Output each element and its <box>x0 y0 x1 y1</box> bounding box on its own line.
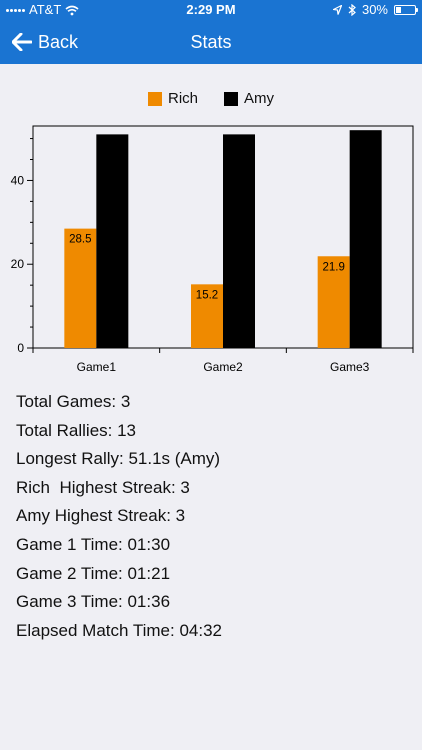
legend-swatch-amy <box>224 91 238 106</box>
bluetooth-icon <box>348 4 356 16</box>
bar-chart-svg: 0 20 40 28.5 Game1 15.2 Game2 21.9 Game3 <box>11 125 414 374</box>
data-label: 28.5 <box>69 234 91 246</box>
stat-row: Amy Highest Streak: 3 <box>16 506 186 526</box>
status-bar: AT&T 2:29 PM 30% <box>0 0 422 20</box>
x-tick-label: Game3 <box>330 360 370 374</box>
y-tick-label: 0 <box>17 341 24 355</box>
bar-rich-game1 <box>64 228 97 348</box>
y-tick-label: 40 <box>11 173 25 187</box>
battery-icon <box>394 5 418 15</box>
chart-legend: Rich Amy <box>0 90 422 107</box>
top-bar: AT&T 2:29 PM 30% Back <box>0 0 422 64</box>
battery-percent: 30% <box>361 2 388 17</box>
carrier-label: AT&T <box>29 2 62 17</box>
y-tick-label: 20 <box>11 257 25 271</box>
stat-row: Total Games: 3 <box>16 392 131 411</box>
stat-row: Game 3 Time: 01:36 <box>16 592 171 612</box>
bar-amy-game3 <box>349 130 382 348</box>
legend-label-amy: Amy <box>244 90 274 107</box>
x-tick-label: Game1 <box>77 360 117 374</box>
status-time: 2:29 PM <box>186 2 236 17</box>
bar-amy-game2 <box>223 134 255 348</box>
bar-amy-game1 <box>96 134 129 348</box>
legend-swatch-rich <box>147 91 162 106</box>
back-button[interactable]: Back <box>12 20 78 64</box>
stat-row: Elapsed Match Time: 04:32 <box>16 620 223 640</box>
data-label: 15.2 <box>196 289 218 301</box>
signal-icon <box>6 8 25 12</box>
stat-row: Game 2 Time: 01:21 <box>16 563 171 583</box>
stat-row: Total Rallies: 13 <box>16 420 137 440</box>
navigation-bar: Back Stats <box>0 20 422 64</box>
status-left: AT&T <box>6 0 79 20</box>
stats-chart: Rich Amy 0 20 40 28.5 Game1 15.2 Game2 21.9 Game… <box>0 80 422 380</box>
back-label: Back <box>38 31 79 52</box>
stats-list: Total Games: 3 Total Rallies: 13 Longest R… <box>16 388 416 645</box>
data-label: 21.9 <box>322 261 344 273</box>
page-title: Stats <box>190 32 232 52</box>
stat-row: Rich Highest Streak: 3 <box>16 477 190 497</box>
legend-label-rich: Rich <box>167 90 198 107</box>
stat-row: Game 1 Time: 01:30 <box>16 534 171 554</box>
legend-item-amy: Amy <box>224 90 274 107</box>
x-tick-label: Game2 <box>203 360 243 374</box>
legend-item-rich: Rich <box>147 90 198 107</box>
back-arrow-icon <box>12 33 32 51</box>
stat-row: Longest Rally: 51.1s (Amy) <box>16 449 221 469</box>
status-right: 30% <box>332 0 418 20</box>
bar-rich-game3 <box>317 256 350 348</box>
location-icon <box>332 5 342 15</box>
bar-rich-game2 <box>191 284 223 348</box>
wifi-icon <box>65 5 79 15</box>
